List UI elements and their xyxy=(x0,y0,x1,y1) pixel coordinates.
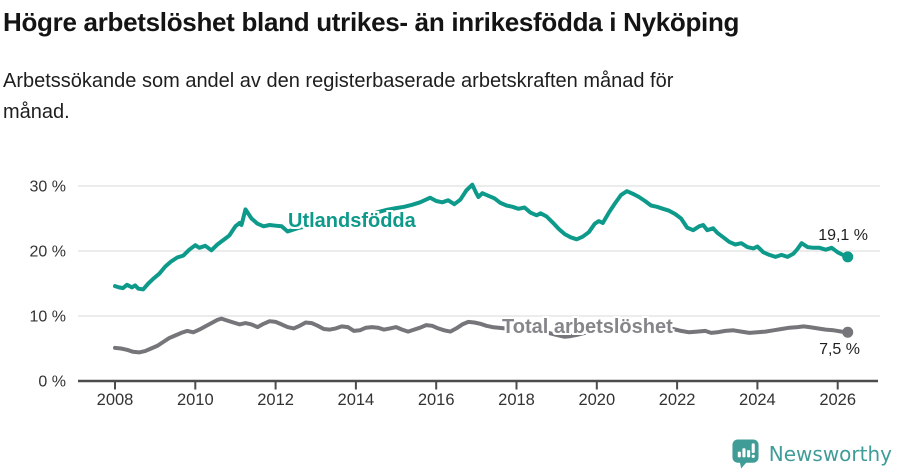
y-tick-label: 30 % xyxy=(30,179,66,196)
page-title: Högre arbetslöshet bland utrikes- än inr… xyxy=(3,7,740,37)
y-tick-label: 20 % xyxy=(30,244,66,261)
subtitle-line-2: månad. xyxy=(3,101,70,123)
y-tick-label: 0 % xyxy=(38,374,66,391)
total-end-dot xyxy=(842,326,854,338)
x-tick-label: 2012 xyxy=(257,391,294,409)
x-tick-label: 2010 xyxy=(177,391,214,409)
y-tick-label: 10 % xyxy=(30,309,66,326)
end-value-label-total: 7,5 % xyxy=(819,341,860,358)
chart-subtitle: Arbetssökande som andel av den registerb… xyxy=(3,66,673,128)
newsworthy-speech-bubble-bar-chart-icon xyxy=(732,439,759,469)
x-tick-label: 2022 xyxy=(659,391,696,409)
utlandsfodda-end-dot xyxy=(842,251,854,263)
brand-name: Newsworthy xyxy=(768,442,892,466)
newsworthy-logo: Newsworthy xyxy=(731,438,892,470)
x-tick-label: 2018 xyxy=(498,391,535,409)
x-tick-label: 2008 xyxy=(97,391,134,409)
total-line xyxy=(113,316,850,355)
series-label-total: Total arbetslöshet xyxy=(502,316,673,338)
x-tick-label: 2014 xyxy=(338,391,375,409)
end-value-label-utlandsfodda: 19,1 % xyxy=(818,227,868,244)
series-label-utlandsfodda: Utlandsfödda xyxy=(288,210,416,232)
utlandsfodda-line xyxy=(113,182,850,292)
x-tick-label: 2020 xyxy=(578,391,615,409)
x-tick-label: 2024 xyxy=(739,391,776,409)
x-tick-label: 2016 xyxy=(418,391,455,409)
subtitle-line-1: Arbetssökande som andel av den registerb… xyxy=(3,70,674,92)
x-tick-label: 2026 xyxy=(819,391,856,409)
